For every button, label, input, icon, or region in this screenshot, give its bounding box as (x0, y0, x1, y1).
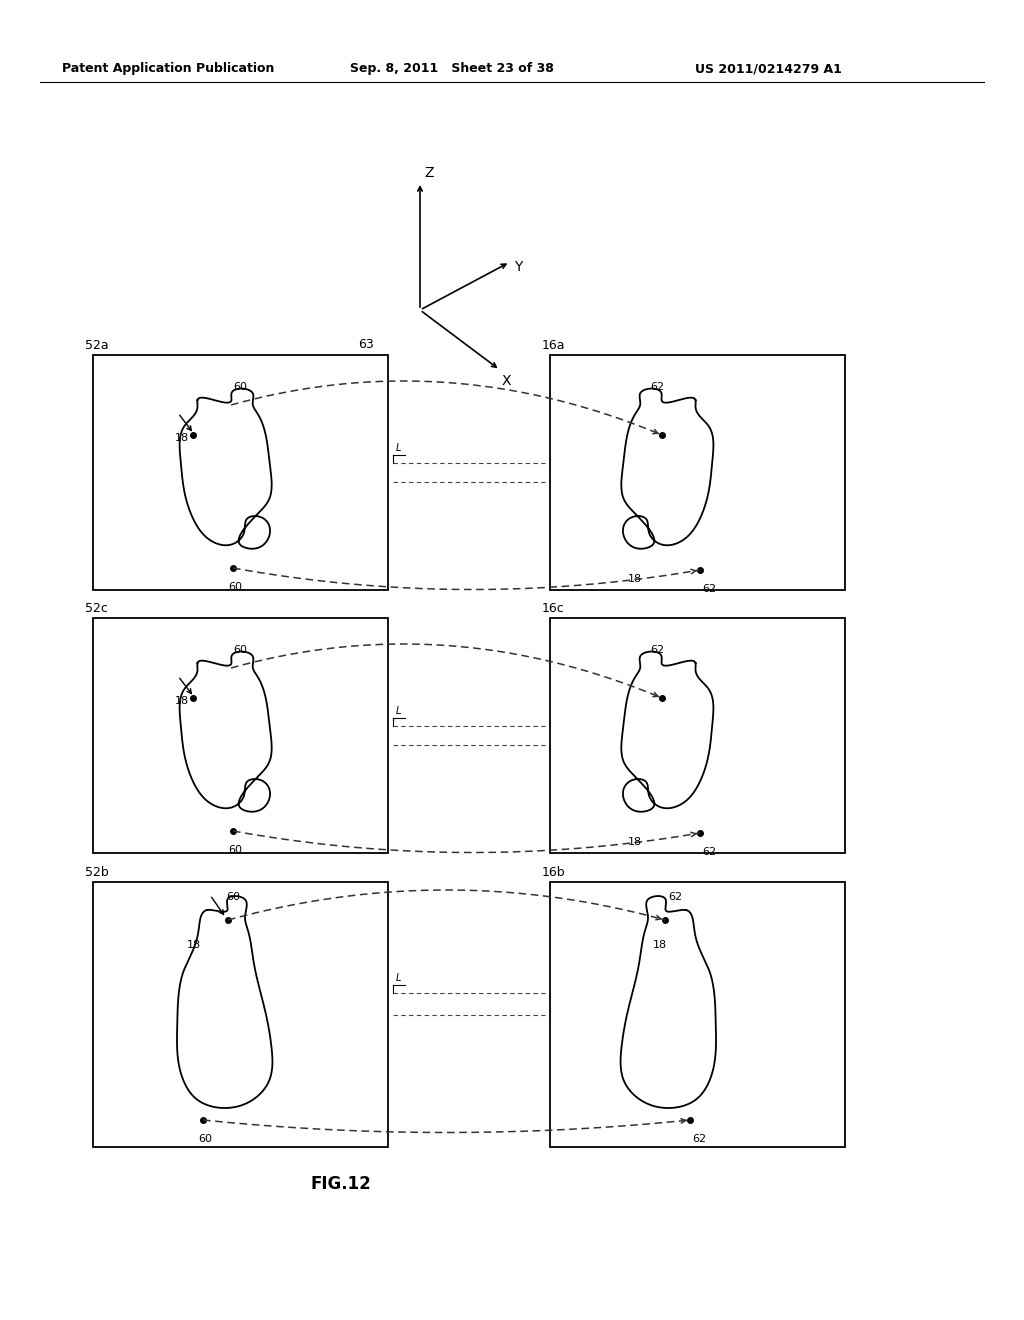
Text: 62: 62 (702, 583, 716, 594)
Text: 18: 18 (175, 696, 189, 706)
Text: L: L (396, 973, 401, 983)
Bar (550, 355, 845, 590)
Text: X: X (502, 374, 512, 388)
Text: Y: Y (514, 260, 522, 275)
Text: Z: Z (424, 166, 433, 180)
Text: 62: 62 (702, 847, 716, 857)
Bar (550, 618, 845, 853)
Text: 52b: 52b (85, 866, 109, 879)
Text: Sep. 8, 2011   Sheet 23 of 38: Sep. 8, 2011 Sheet 23 of 38 (350, 62, 554, 75)
Text: 60: 60 (233, 381, 247, 392)
Text: 60: 60 (228, 845, 242, 855)
Text: 18: 18 (653, 940, 667, 950)
Text: 18: 18 (628, 574, 642, 583)
Text: 60: 60 (198, 1134, 212, 1144)
Bar (93, 618, 388, 853)
Text: 18: 18 (187, 940, 201, 950)
Text: 16a: 16a (542, 339, 565, 352)
Text: 62: 62 (692, 1134, 707, 1144)
Text: 60: 60 (228, 582, 242, 591)
Text: L: L (396, 706, 401, 715)
Text: US 2011/0214279 A1: US 2011/0214279 A1 (695, 62, 842, 75)
Text: 52c: 52c (85, 602, 108, 615)
Text: 18: 18 (628, 837, 642, 847)
Bar (93, 355, 388, 590)
Text: 62: 62 (650, 645, 665, 655)
Text: 16b: 16b (542, 866, 565, 879)
Text: 18: 18 (175, 433, 189, 444)
Text: 16c: 16c (542, 602, 565, 615)
Text: Patent Application Publication: Patent Application Publication (62, 62, 274, 75)
Text: 60: 60 (226, 892, 240, 902)
Text: L: L (396, 444, 401, 453)
Text: 63: 63 (358, 338, 374, 351)
Bar (93, 882, 388, 1147)
Bar (550, 882, 845, 1147)
Text: 60: 60 (233, 645, 247, 655)
Text: 52a: 52a (85, 339, 109, 352)
Text: FIG.12: FIG.12 (310, 1175, 371, 1193)
Text: 62: 62 (668, 892, 682, 902)
Text: 62: 62 (650, 381, 665, 392)
